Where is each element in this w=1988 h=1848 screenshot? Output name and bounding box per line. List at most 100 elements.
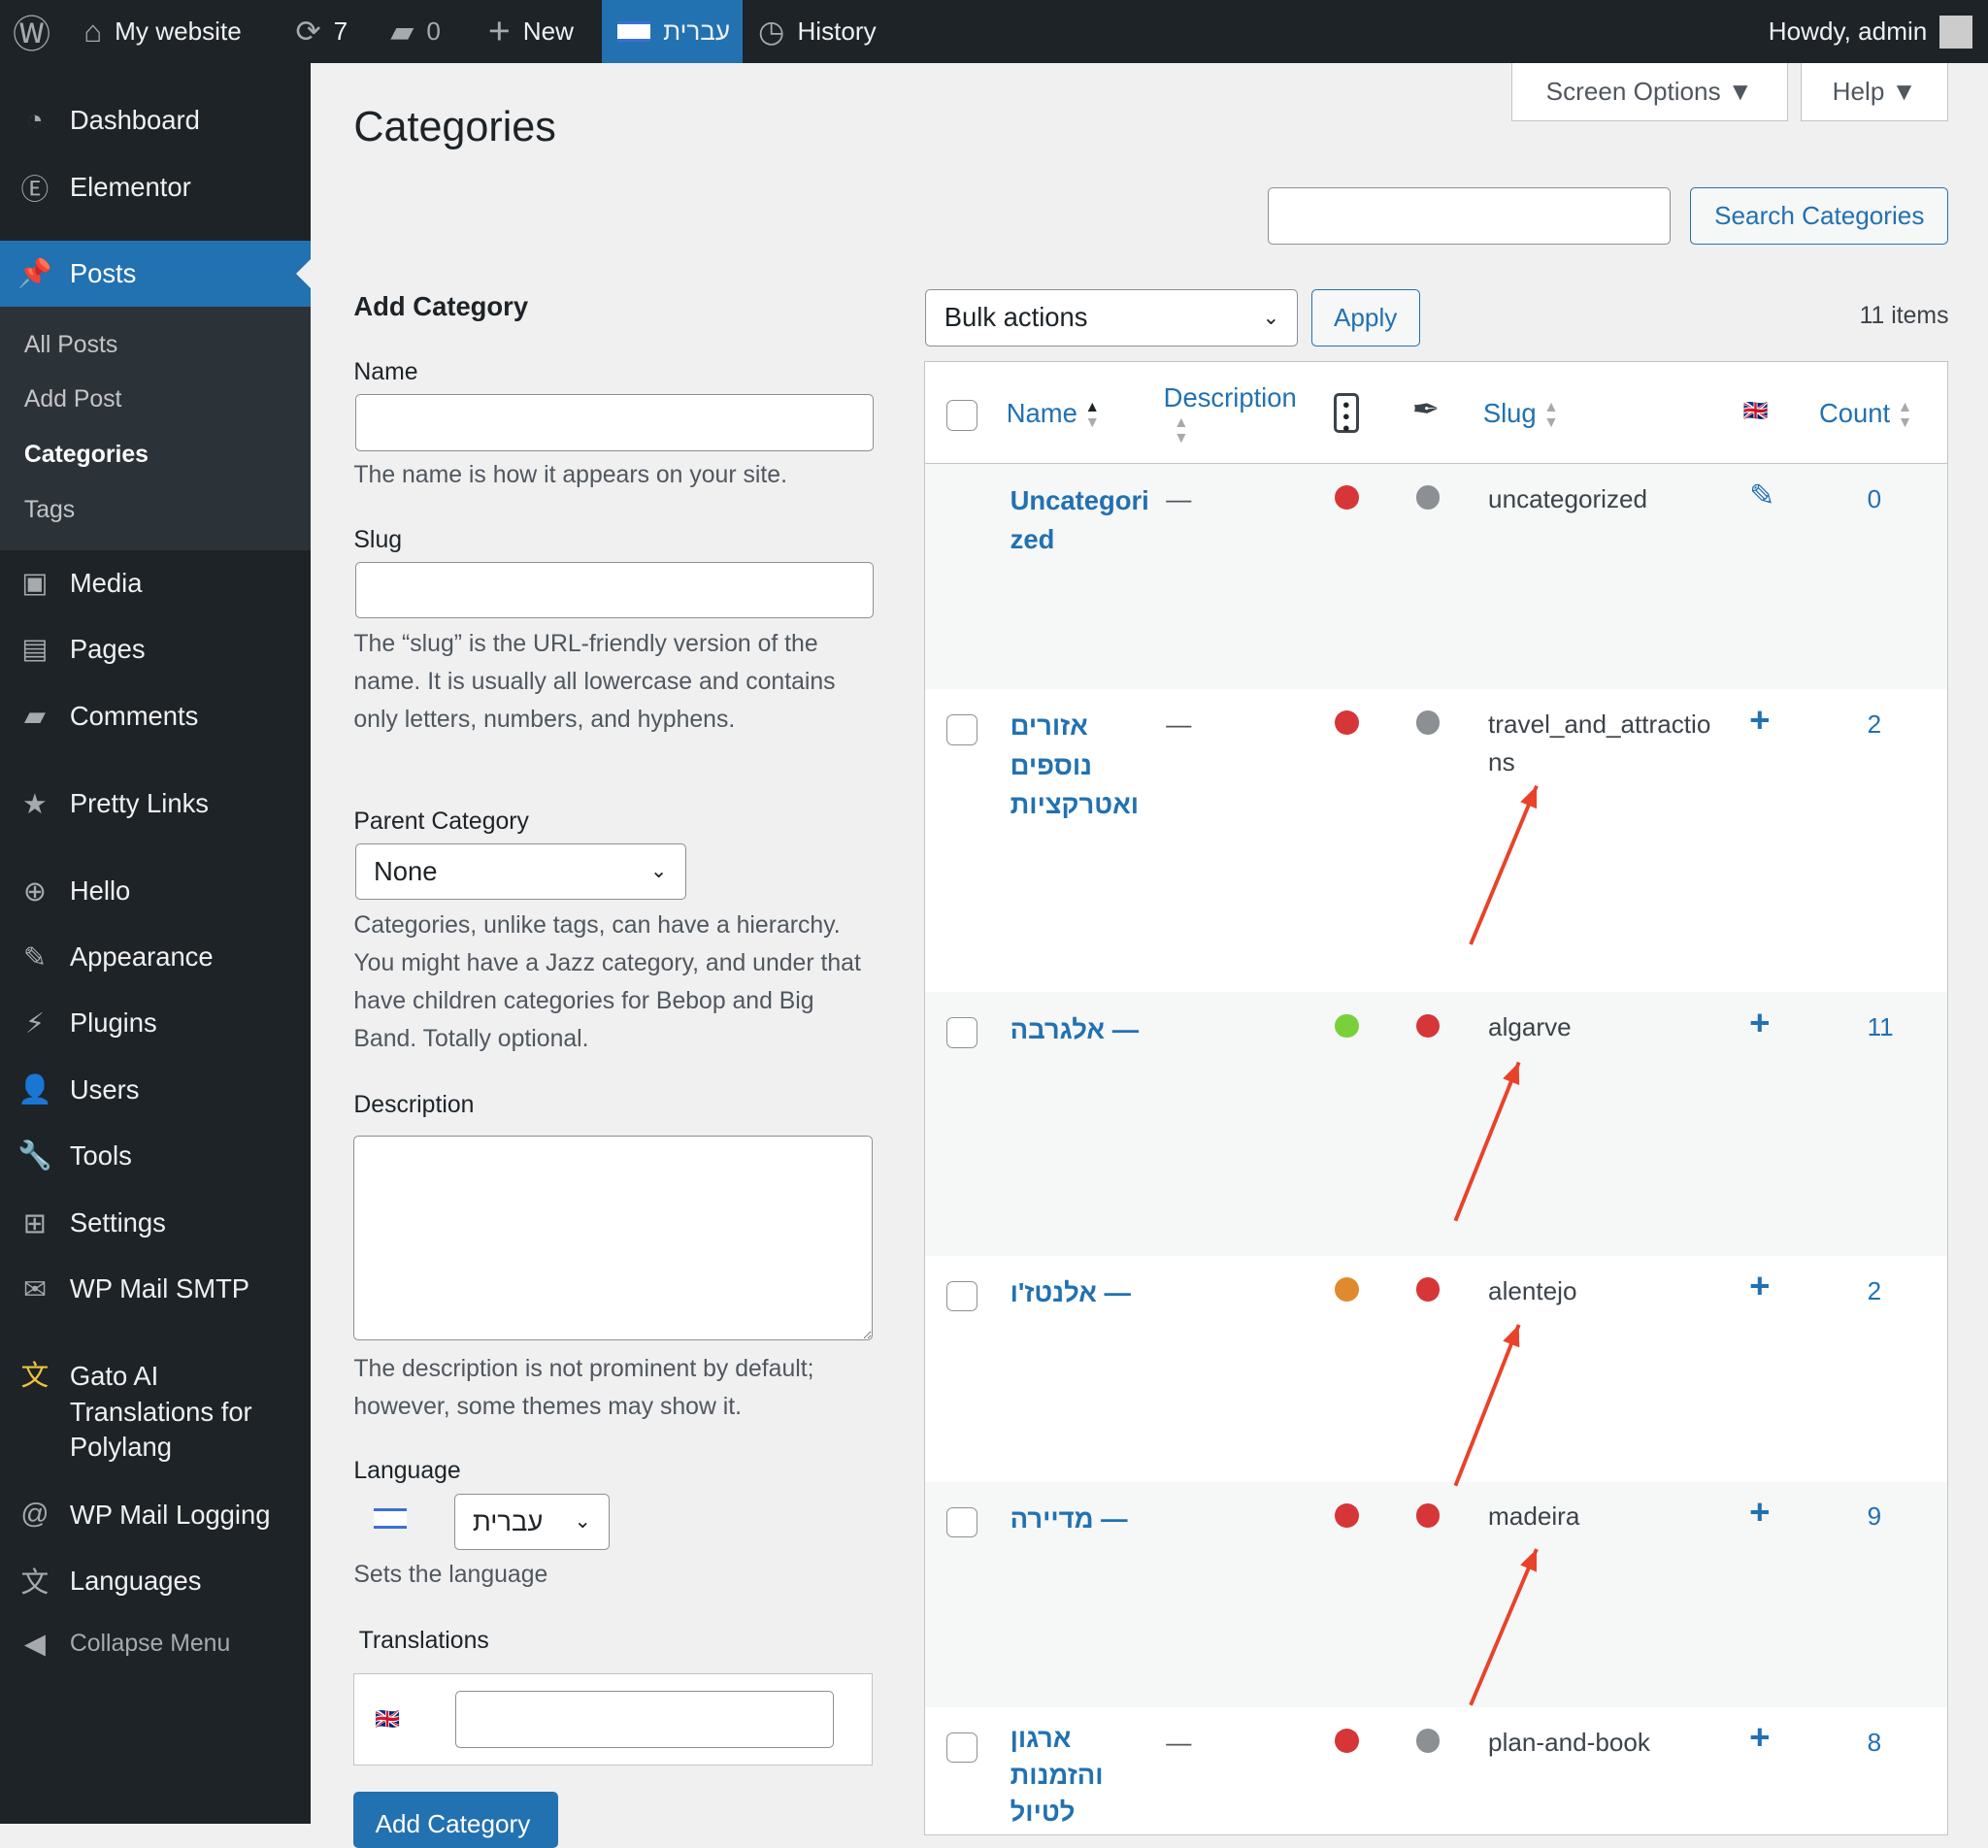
add-translation-icon[interactable]: + [1749, 1266, 1771, 1306]
sidebar-item-posts[interactable]: 📌 Posts [0, 241, 311, 308]
add-translation-icon[interactable]: + [1749, 1002, 1771, 1042]
apply-button[interactable]: Apply [1310, 288, 1420, 346]
category-name-link[interactable]: — אלנטז'ו [1010, 1277, 1131, 1308]
wordpress-logo-icon[interactable]: Ⓦ [13, 14, 51, 56]
sidebar-item-wp-mail-logging[interactable]: @ WP Mail Logging [0, 1490, 311, 1540]
category-name-link[interactable]: Uncategorized [1010, 485, 1149, 555]
submenu-categories[interactable]: Categories [23, 441, 149, 468]
sidebar-item-languages[interactable]: 文 Languages [0, 1556, 311, 1606]
category-name-link[interactable]: — אלגרבה [1010, 1013, 1140, 1044]
screen-options-button[interactable]: Screen Options ▼ [1510, 63, 1788, 122]
sidebar-item-plugins[interactable]: ⚡ Plugins [0, 998, 311, 1048]
sidebar-item-label: Plugins [69, 1007, 157, 1038]
sidebar-item-dashboard[interactable]: ◔ Dashboard [0, 95, 311, 146]
search-categories-button[interactable]: Search Categories [1690, 187, 1949, 246]
help-button[interactable]: Help ▼ [1800, 63, 1949, 122]
sidebar-item-tools[interactable]: 🔧 Tools [0, 1131, 311, 1181]
sidebar-item-pages[interactable]: ▤ Pages [0, 624, 311, 675]
status-dot-icon [1335, 1013, 1359, 1039]
categories-table: Name ▲ ▼ Description ▲ ▼ ● ● ● ✒ Slug ▲ ▼ 🇬🇧 C… [924, 361, 1949, 1836]
language-select[interactable]: עברית ⌄ [453, 1493, 611, 1551]
name-input[interactable] [354, 394, 874, 451]
add-translation-icon[interactable]: + [1749, 1717, 1771, 1758]
search-input[interactable] [1268, 187, 1672, 246]
comments-link[interactable]: ▰ 0 [390, 0, 441, 63]
new-link[interactable]: + New [488, 0, 574, 63]
sidebar-item-gato-ai[interactable]: 文 Gato AI Translations for Polylang [0, 1359, 311, 1466]
current-indicator [282, 259, 311, 289]
category-slug: uncategorized [1488, 483, 1648, 513]
row-checkbox[interactable] [946, 1017, 977, 1048]
translation-input-english[interactable] [454, 1691, 835, 1748]
category-count-link[interactable]: 2 [1867, 710, 1882, 740]
sidebar-item-settings[interactable]: ⊞ Settings [0, 1198, 311, 1248]
user-icon: 👤 [17, 1074, 52, 1106]
settings-icon: ⊞ [22, 1207, 47, 1239]
submenu-tags[interactable]: Tags [23, 496, 76, 523]
language-switcher[interactable]: עברית [602, 0, 744, 64]
row-checkbox[interactable] [946, 1506, 977, 1537]
category-count-link[interactable]: 2 [1867, 1275, 1882, 1305]
help-label: Help [1832, 77, 1885, 107]
category-count-link[interactable]: 11 [1867, 1012, 1894, 1042]
submenu-all-posts[interactable]: All Posts [23, 332, 118, 359]
category-description: — [1166, 710, 1192, 740]
status-dot-icon [1415, 484, 1441, 510]
edit-translation-icon[interactable]: ✎ [1749, 478, 1775, 513]
category-name-link[interactable]: אזורים נוספים ואטרקציות [1010, 710, 1140, 820]
sidebar-item-wp-mail-smtp[interactable]: ✉ WP Mail SMTP [0, 1264, 311, 1314]
name-column-header[interactable]: Name ▲ ▼ [1007, 398, 1100, 430]
name-hint: The name is how it appears on your site. [353, 462, 787, 489]
slug-column-header[interactable]: Slug ▲ ▼ [1483, 398, 1559, 430]
add-category-button[interactable]: Add Category [353, 1791, 558, 1848]
israel-flag-icon [374, 1508, 408, 1530]
add-translation-icon[interactable]: + [1749, 1491, 1771, 1532]
submenu-add-post[interactable]: Add Post [23, 386, 122, 413]
bulk-actions-select[interactable]: Bulk actions ⌄ [925, 288, 1299, 346]
sidebar-item-label: Users [69, 1074, 140, 1106]
name-header-label: Name [1006, 397, 1077, 428]
account-menu[interactable]: Howdy, admin [1769, 0, 1973, 63]
category-count-link[interactable]: 9 [1867, 1502, 1882, 1532]
category-slug: algarve [1488, 1012, 1572, 1042]
sort-icon: ▲ ▼ [1084, 398, 1100, 431]
description-header-label: Description [1163, 382, 1297, 413]
parent-category-select[interactable]: None ⌄ [354, 842, 686, 901]
status-dot-icon [1335, 710, 1359, 736]
row-checkbox[interactable] [946, 1281, 977, 1312]
sidebar-item-hello[interactable]: ⊕ Hello [0, 866, 311, 916]
uk-flag-icon: 🇬🇧 [375, 1708, 401, 1732]
chevron-down-icon: ⌄ [649, 860, 668, 883]
site-link[interactable]: ⌂ My website [83, 0, 242, 63]
description-textarea[interactable] [353, 1136, 873, 1340]
parent-category-hint: Categories, unlike tags, can have a hier… [353, 911, 861, 1053]
history-link[interactable]: ◷ History [758, 0, 877, 63]
pages-icon: ▤ [21, 634, 49, 666]
category-name-link[interactable]: ארגון והזמנות לטיול [1010, 1723, 1104, 1827]
table-row: — אלגרבה algarve +11 [925, 992, 1947, 1257]
category-name-link[interactable]: — מדיירה [1010, 1502, 1128, 1534]
select-all-checkbox[interactable] [946, 400, 977, 431]
sidebar-item-label: Tools [69, 1140, 132, 1172]
category-count-link[interactable]: 8 [1867, 1727, 1882, 1757]
plus-circle-icon: ⊕ [22, 875, 47, 908]
row-checkbox[interactable] [946, 1732, 977, 1764]
sidebar-item-elementor[interactable]: Ⓔ Elementor [0, 162, 311, 213]
description-column-header[interactable]: Description ▲ ▼ [1164, 382, 1316, 446]
sidebar-item-media[interactable]: ▣ Media [0, 558, 311, 609]
collapse-menu-button[interactable]: ◀ Collapse Menu [0, 1619, 311, 1669]
count-column-header[interactable]: Count ▲ ▼ [1819, 398, 1912, 430]
admin-menu: ◔ Dashboard Ⓔ Elementor 📌 Posts All Posts A… [0, 63, 311, 1825]
row-checkbox[interactable] [946, 714, 977, 745]
status-dot-icon [1335, 1729, 1359, 1754]
chevron-down-icon: ⌄ [574, 1510, 591, 1534]
sidebar-item-users[interactable]: 👤 Users [0, 1065, 311, 1115]
sidebar-item-appearance[interactable]: ✎ Appearance [0, 932, 311, 982]
category-count-link[interactable]: 0 [1867, 483, 1882, 513]
sidebar-item-pretty-links[interactable]: ★ Pretty Links [0, 778, 311, 829]
updates-link[interactable]: ⟳ 7 [295, 0, 348, 63]
plus-icon: + [487, 10, 511, 52]
add-translation-icon[interactable]: + [1749, 699, 1771, 740]
slug-input[interactable] [354, 561, 874, 619]
sidebar-item-comments[interactable]: ▰ Comments [0, 691, 311, 742]
